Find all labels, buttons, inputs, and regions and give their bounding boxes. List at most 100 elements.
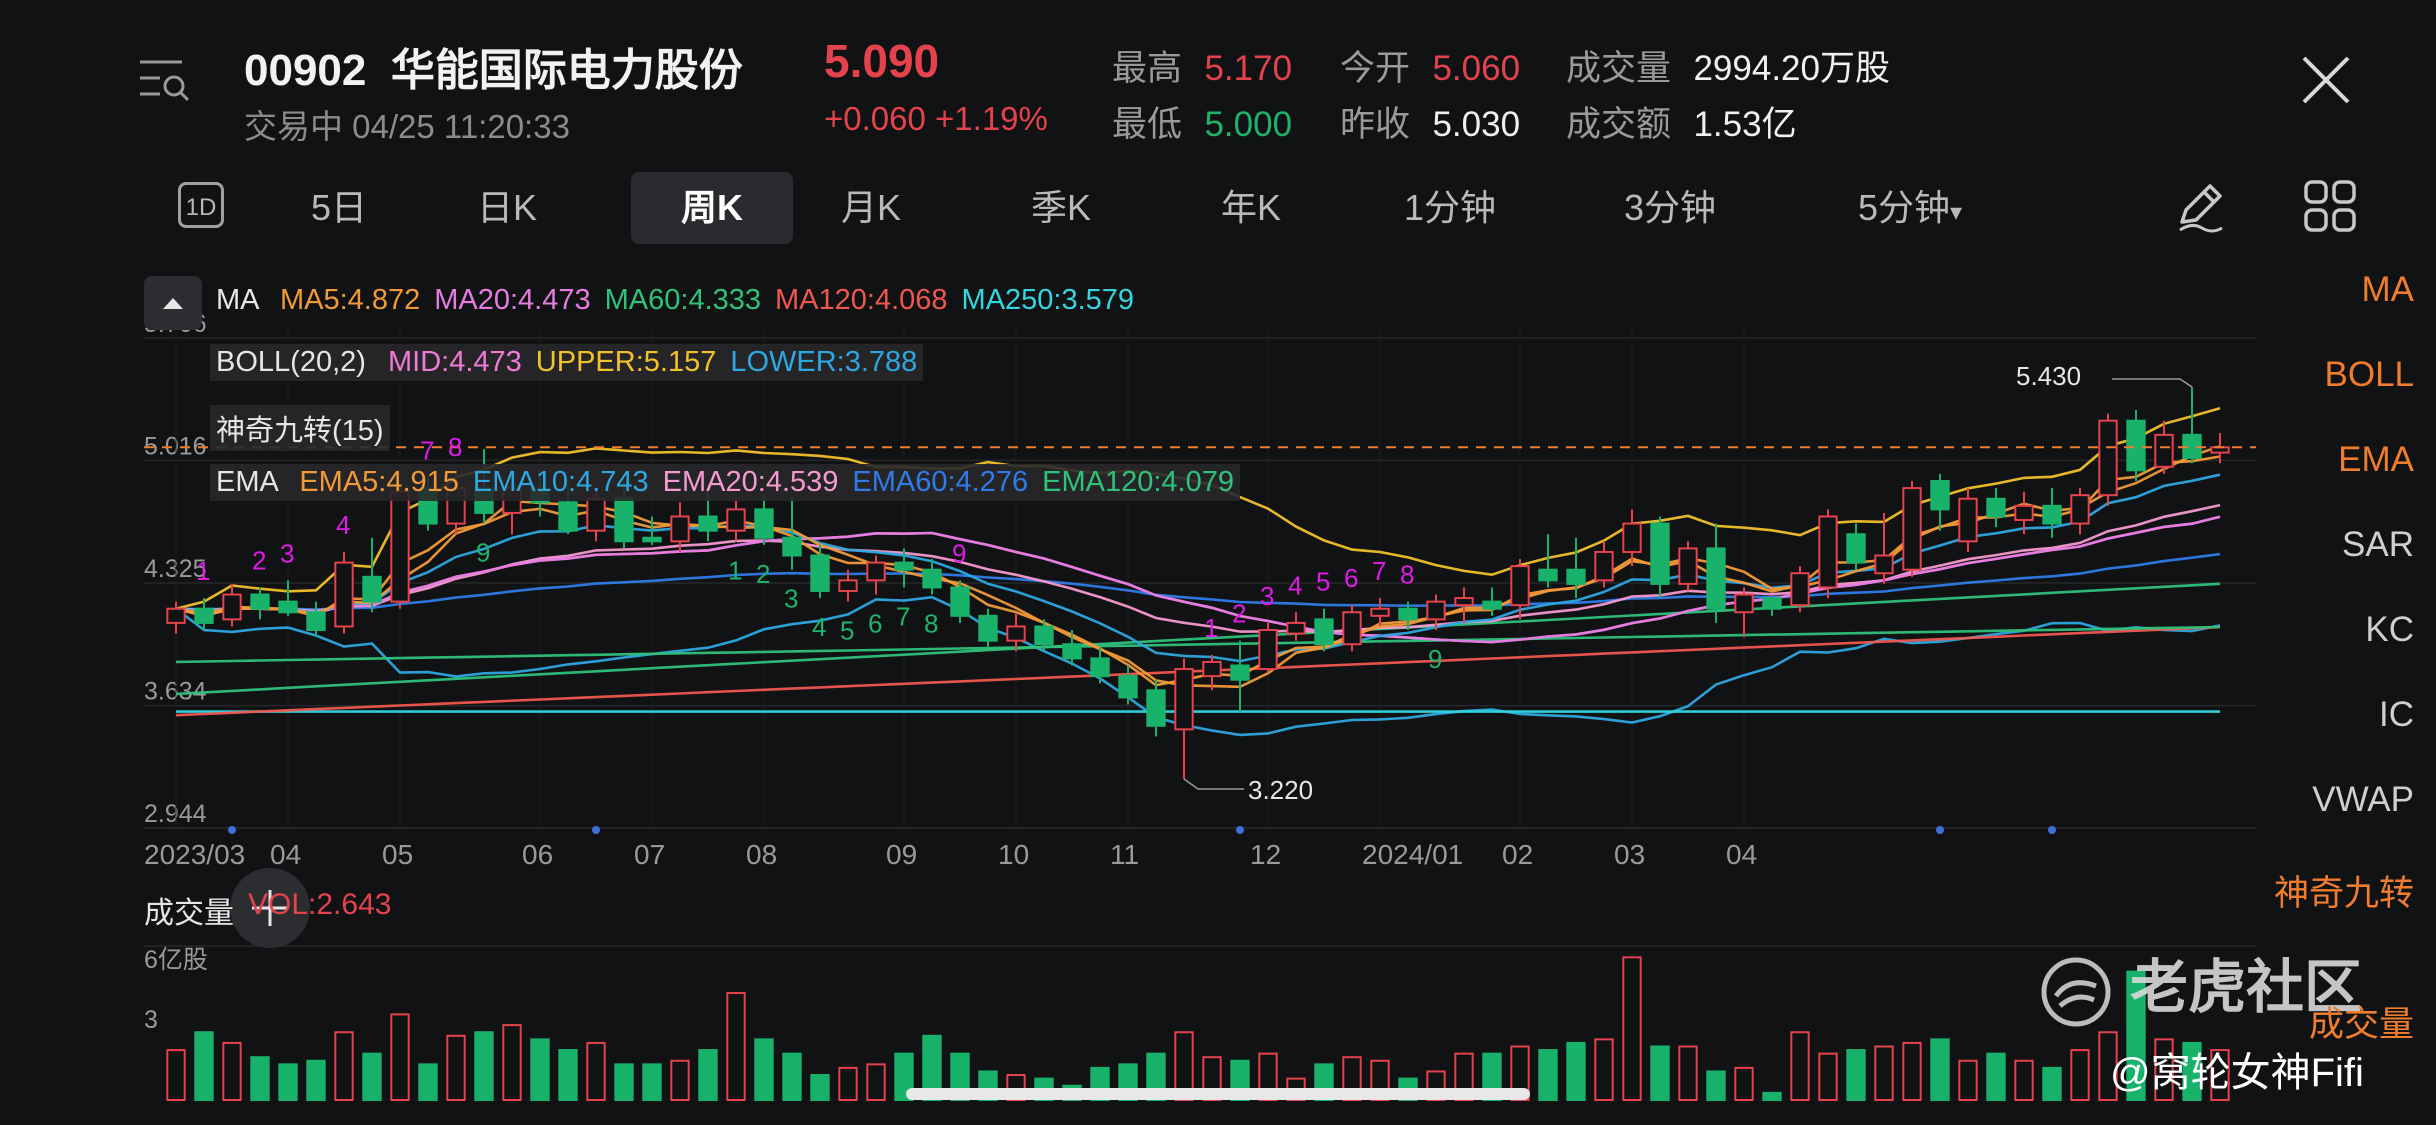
last-price: 5.090 — [824, 35, 940, 87]
candle-body — [922, 568, 942, 589]
volume-bar — [1174, 1031, 1194, 1101]
event-dot — [592, 826, 600, 834]
candle-body — [1594, 550, 1614, 582]
candle-body — [1202, 660, 1222, 678]
boll-legend-item: MID:4.473 — [387, 346, 522, 378]
ma-legend-item: MA60:4.333 — [604, 284, 762, 316]
indicator-7[interactable]: 神奇九转 — [2273, 874, 2414, 913]
volume-bar — [1622, 956, 1642, 1101]
stat-label: 昨收 — [1340, 105, 1411, 144]
td-mark: 8 — [448, 432, 462, 462]
y-tick-label: 4.325 — [144, 555, 207, 583]
indicator-0[interactable]: MA — [2361, 270, 2415, 309]
candle-body — [1846, 533, 1866, 564]
td-mark: 6 — [1344, 563, 1358, 593]
ma60-line — [175, 582, 2221, 696]
candle-body — [2014, 504, 2034, 522]
td-mark: 8 — [924, 609, 938, 639]
tab-monthly[interactable]: 月K — [840, 187, 901, 228]
menu-search-icon[interactable] — [138, 58, 190, 102]
candle-body — [1622, 522, 1642, 553]
volume-bar — [2098, 1031, 2118, 1101]
period-tabs: 1D 5日 日K 周K 月K 季K 年K 1分钟 3分钟 5分钟▾ — [160, 172, 2270, 244]
candle-body — [1650, 522, 1670, 585]
indicator-4[interactable]: KC — [2365, 610, 2414, 649]
ema-legend-item: EMA10:4.743 — [472, 466, 649, 498]
candle-body — [642, 536, 662, 543]
collapse-legend-button[interactable] — [144, 276, 202, 330]
candle-body — [1930, 479, 1950, 511]
brand-watermark: 老虎社区 — [2040, 940, 2362, 1028]
volume-bar — [2154, 1038, 2174, 1102]
add-indicator-button[interactable] — [230, 868, 310, 948]
volume-bar — [1986, 1052, 2006, 1101]
stat-prev-close: 昨收 5.030 — [1340, 96, 1520, 147]
candle-body — [1370, 607, 1390, 617]
td-mark: 3 — [1260, 581, 1274, 611]
tab-5day[interactable]: 5日 — [310, 187, 368, 228]
low-annotation-leader — [1183, 778, 1244, 790]
indicator-1[interactable]: BOLL — [2324, 355, 2415, 394]
candle-body — [978, 614, 998, 642]
td-mark: 7 — [1372, 556, 1386, 586]
td-mark: 2 — [252, 545, 266, 575]
volume-bar — [530, 1038, 550, 1102]
ma-legend-item: MA5:4.872 — [279, 284, 421, 316]
x-tick-label: 03 — [1614, 839, 1645, 870]
td-mark: 1 — [728, 555, 742, 585]
stat-label: 最高 — [1112, 49, 1183, 88]
volume-bar — [810, 1074, 830, 1101]
indicator-3[interactable]: SAR — [2342, 525, 2414, 564]
volume-bar — [1594, 1038, 1614, 1102]
candle-body — [1902, 487, 1922, 571]
candle-body — [1034, 625, 1054, 646]
ema-legend-item: EMA60:4.276 — [852, 466, 1029, 498]
candle-body — [194, 607, 214, 624]
candle-body — [2126, 419, 2146, 472]
tab-5min-label: 5分钟 — [1857, 187, 1950, 228]
indicator-6[interactable]: VWAP — [2312, 780, 2414, 819]
x-tick-label: 10 — [998, 839, 1029, 870]
td-mark: 3 — [280, 538, 294, 568]
candle-body — [1818, 515, 1838, 589]
candle-body — [866, 561, 886, 582]
low-annotation: 3.220 — [1248, 775, 1313, 805]
close-icon[interactable] — [2298, 52, 2354, 108]
tab-weekly[interactable]: 周K — [631, 172, 793, 244]
volume-bar — [670, 1059, 690, 1102]
pencil-icon[interactable] — [2172, 178, 2228, 234]
candle-body — [390, 490, 410, 603]
indicator-2[interactable]: EMA — [2338, 440, 2414, 479]
ma-legend-item: MA120:4.068 — [775, 284, 948, 316]
volume-bar — [222, 1041, 242, 1102]
td-mark: 9 — [1428, 644, 1442, 674]
candle-body — [950, 586, 970, 617]
indicator-8[interactable]: 成交量 — [2308, 1005, 2414, 1044]
volume-axis-max: 6亿股 — [144, 946, 208, 974]
tab-yearly[interactable]: 年K — [1220, 187, 1281, 228]
layout-grid-icon[interactable] — [2302, 178, 2358, 234]
candle-body — [1678, 547, 1698, 585]
ma-legend-items: MA5:4.872 MA20:4.473 MA60:4.333 MA120:4.068… — [266, 284, 1134, 316]
tab-3min[interactable]: 3分钟 — [1623, 187, 1717, 228]
volume-bar — [754, 1038, 774, 1102]
tab-daily[interactable]: 日K — [476, 187, 537, 228]
tab-quarterly[interactable]: 季K — [1030, 187, 1091, 228]
x-tick-label: 07 — [634, 839, 665, 870]
tab-1min[interactable]: 1分钟 — [1403, 187, 1497, 228]
volume-bar — [642, 1063, 662, 1102]
ma120-line — [175, 625, 2221, 717]
home-indicator[interactable] — [906, 1088, 1530, 1100]
volume-bar — [166, 1049, 186, 1101]
ma-legend: MA MA5:4.872 MA20:4.473 MA60:4.333 MA120:4.… — [216, 284, 1134, 317]
volume-bar — [194, 1031, 214, 1101]
stat-high: 最高 5.170 — [1112, 40, 1292, 91]
brand-name: 老虎社区 — [2130, 955, 2363, 1020]
td-mark: 9 — [952, 538, 966, 568]
tab-5min[interactable]: 5分钟▾ — [1820, 172, 2000, 244]
period-1d-icon[interactable]: 1D — [178, 182, 224, 228]
volume-bar — [1762, 1091, 1782, 1102]
tiger-logo-icon — [2041, 957, 2111, 1027]
indicator-5[interactable]: IC — [2379, 695, 2414, 734]
